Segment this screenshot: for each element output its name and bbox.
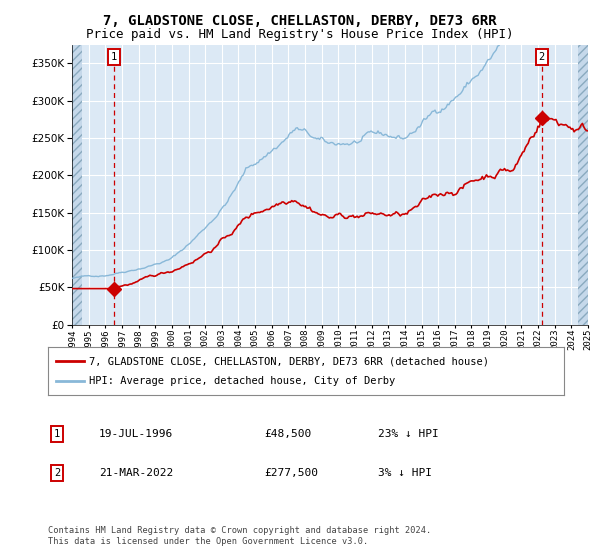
Text: HPI: Average price, detached house, City of Derby: HPI: Average price, detached house, City… [89,376,395,386]
Text: 23% ↓ HPI: 23% ↓ HPI [378,429,439,439]
Text: 21-MAR-2022: 21-MAR-2022 [99,468,173,478]
Text: 1: 1 [54,429,60,439]
Text: 2: 2 [539,53,545,62]
Text: £277,500: £277,500 [264,468,318,478]
Text: 7, GLADSTONE CLOSE, CHELLASTON, DERBY, DE73 6RR: 7, GLADSTONE CLOSE, CHELLASTON, DERBY, D… [103,14,497,28]
Text: 3% ↓ HPI: 3% ↓ HPI [378,468,432,478]
Text: 19-JUL-1996: 19-JUL-1996 [99,429,173,439]
Text: 7, GLADSTONE CLOSE, CHELLASTON, DERBY, DE73 6RR (detached house): 7, GLADSTONE CLOSE, CHELLASTON, DERBY, D… [89,357,489,366]
Text: 2: 2 [54,468,60,478]
Bar [72,45,82,325]
Text: Contains HM Land Registry data © Crown copyright and database right 2024.
This d: Contains HM Land Registry data © Crown c… [48,526,431,546]
Text: Price paid vs. HM Land Registry's House Price Index (HPI): Price paid vs. HM Land Registry's House … [86,28,514,41]
Text: 1: 1 [111,53,118,62]
Text: £48,500: £48,500 [264,429,311,439]
Bar [578,45,588,325]
